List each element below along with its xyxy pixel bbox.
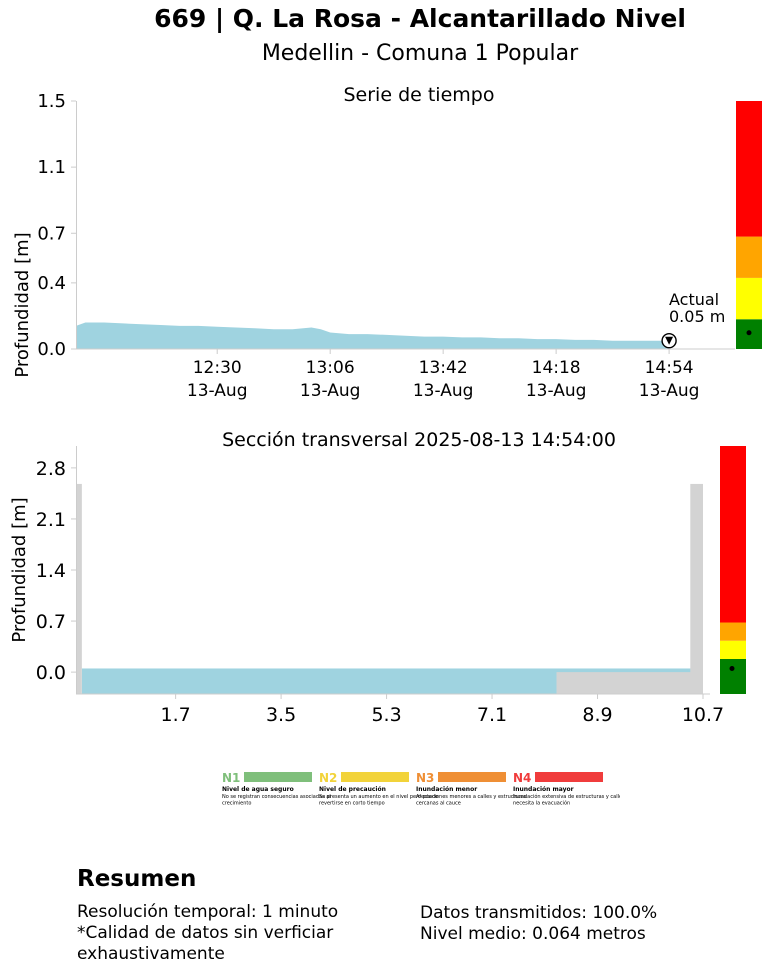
level-n2-segment <box>736 277 762 320</box>
legend-swatch <box>244 772 312 782</box>
x-tick-date: 13-Aug <box>187 381 248 401</box>
y-ticks: 0.0 0.7 1.4 2.1 2.8 <box>36 458 76 684</box>
y-tick-label: 2.8 <box>36 458 66 480</box>
time-series-chart: Serie de tiempo Profundidad [m] 0.00.40.… <box>12 84 762 401</box>
y-tick-label: 0.7 <box>36 611 66 633</box>
current-marker-triangle <box>665 336 674 345</box>
legend-code: N4 <box>513 771 531 785</box>
cross-section-fill <box>76 483 703 694</box>
level-n2-segment <box>720 640 746 659</box>
y-tick-label: 0.4 <box>37 273 66 294</box>
legend-desc: necesita la evacuación <box>513 800 570 807</box>
x-tick-label: 7.1 <box>477 704 507 726</box>
legend-desc: Afectaciones menores a calles y estructu… <box>416 794 527 800</box>
summary-transmitted: Datos transmitidos: 100.0% <box>420 903 658 923</box>
current-marker <box>661 333 677 349</box>
level-bar <box>720 446 746 694</box>
x-tick-date: 13-Aug <box>526 381 587 401</box>
legend-desc: Inundación extensiva de estructuras y ca… <box>513 793 620 800</box>
y-tick-label: 0.0 <box>36 662 66 684</box>
x-tick-label: 1.7 <box>161 704 191 726</box>
x-tick-date: 13-Aug <box>639 381 700 401</box>
y-tick-label: 1.4 <box>36 560 66 582</box>
x-tick-label: 12:30 <box>193 358 242 378</box>
chart-title: Sección transversal 2025-08-13 14:54:00 <box>222 429 616 451</box>
page-title: 669 | Q. La Rosa - Alcantarillado Nivel <box>154 4 686 33</box>
summary-title: Resumen <box>77 866 197 892</box>
y-tick-label: 0.0 <box>37 339 66 360</box>
level-n4-segment <box>736 101 762 237</box>
chart-title: Serie de tiempo <box>344 84 495 106</box>
level-n3-segment <box>720 622 746 641</box>
level-n3-segment <box>736 236 762 278</box>
cross-section-chart: Sección transversal 2025-08-13 14:54:00 … <box>9 429 746 726</box>
series-area-group <box>76 322 670 349</box>
level-n1-segment <box>720 658 746 694</box>
x-tick-date: 13-Aug <box>413 381 474 401</box>
legend-swatch <box>535 772 603 782</box>
legend-name: Inundación mayor <box>513 786 574 793</box>
legend-swatch <box>438 772 506 782</box>
summary-left: Resolución temporal: 1 minuto *Calidad d… <box>77 902 397 965</box>
x-ticks: 12:30 13-Aug 13:06 13-Aug 13:42 13-Aug 14:18 13… <box>187 349 699 401</box>
series-area <box>76 322 670 349</box>
y-ticks: 0.0 0.4 0.7 1.1 1.5 <box>37 91 76 360</box>
y-axis-label: Profundidad [m] <box>12 232 33 377</box>
x-tick-label: 13:42 <box>419 358 468 378</box>
y-axis-label: Profundidad [m] <box>9 497 30 642</box>
level-bar <box>736 101 762 349</box>
summary-mean-level: Nivel medio: 0.064 metros <box>420 924 646 944</box>
current-value: 0.05 m <box>669 307 725 326</box>
y-tick-label: 1.5 <box>37 91 66 112</box>
x-tick-label: 8.9 <box>582 704 612 726</box>
right-wall <box>690 483 703 694</box>
x-tick-date: 13-Aug <box>300 381 361 401</box>
y-tick-label: 0.7 <box>37 223 66 244</box>
y-tick-label: 2.1 <box>36 509 66 531</box>
summary-quality: *Calidad de datos sin verficiar exhausti… <box>77 923 334 964</box>
left-wall <box>76 483 82 694</box>
summary-resolution: Resolución temporal: 1 minuto <box>77 902 339 922</box>
legend-desc: No se registran consecuencias asociadas … <box>222 794 331 800</box>
legend-desc: Se presenta un aumento en el nivel pero … <box>319 794 438 800</box>
x-tick-label: 3.5 <box>266 704 296 726</box>
legend-swatch <box>341 772 409 782</box>
legend-name: Nivel de agua seguro <box>222 786 294 793</box>
current-label: Actual <box>669 290 719 309</box>
level-n4-segment <box>720 446 746 623</box>
legend-desc: crecimiento <box>222 801 251 807</box>
x-tick-label: 14:18 <box>532 358 581 378</box>
legend-name: Inundación menor <box>416 786 477 793</box>
y-tick-label: 1.1 <box>37 157 66 178</box>
level-current-dot <box>746 330 752 336</box>
ground-fill <box>556 672 692 694</box>
page-subtitle: Medellin - Comuna 1 Popular <box>261 41 579 66</box>
legend-code: N1 <box>222 771 240 785</box>
x-tick-label: 13:06 <box>306 358 355 378</box>
summary-right: Datos transmitidos: 100.0% Nivel medio: … <box>420 903 760 945</box>
legend-code: N2 <box>319 771 337 785</box>
x-tick-label: 5.3 <box>371 704 401 726</box>
legend-desc: cercanas al cauce <box>416 801 461 807</box>
legend-name: Nivel de precaución <box>319 786 386 793</box>
legend-code: N3 <box>416 771 434 785</box>
x-ticks: 1.7 3.5 5.3 7.1 8.9 10.7 <box>161 694 724 726</box>
x-tick-label: 14:54 <box>645 358 694 378</box>
x-tick-label: 10.7 <box>682 704 724 726</box>
level-current-dot <box>729 665 735 671</box>
legend-desc: revertirse en corto tiempo <box>319 801 385 807</box>
